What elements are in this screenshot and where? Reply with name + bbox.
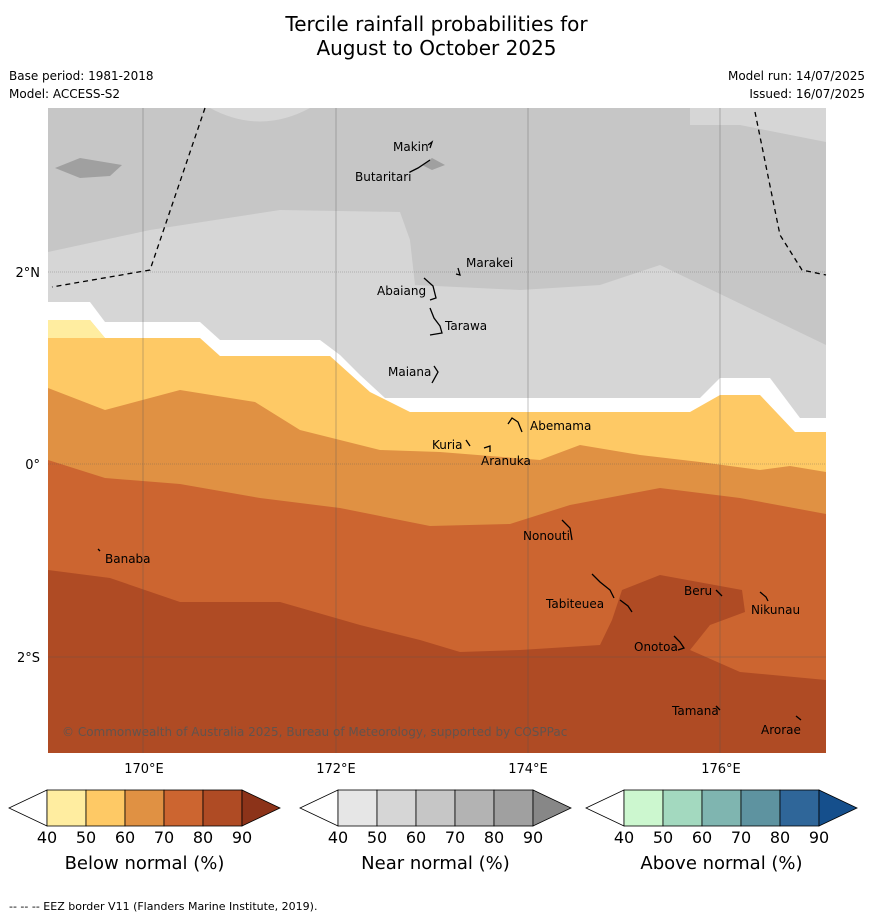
lat-label-0: 0°	[25, 458, 40, 473]
probability-field	[48, 108, 826, 753]
colorbar-tick-label: 70	[444, 828, 466, 847]
meta-right: Model run: 14/07/2025 Issued: 16/07/2025	[728, 67, 865, 103]
colorbar-segment	[415, 789, 456, 827]
island-label-maiana: Maiana	[388, 365, 431, 379]
island-label-nonouti: Nonouti	[523, 529, 570, 543]
title-line-2: August to October 2025	[316, 36, 557, 60]
island-label-makin: Makin	[393, 140, 429, 154]
colorbar-extend-high	[532, 789, 572, 827]
eez-footer-note: -- -- -- EEZ border V11 (Flanders Marine…	[9, 900, 318, 913]
colorbar-segment	[202, 789, 243, 827]
model-name: Model: ACCESS-S2	[9, 87, 121, 101]
island-label-abaiang: Abaiang	[377, 284, 426, 298]
lon-label-172e: 172°E	[316, 762, 356, 777]
colorbar-extend-low	[8, 789, 48, 827]
colorbar-extend-low	[299, 789, 339, 827]
colorbar-segment	[662, 789, 703, 827]
island-label-butaritari: Butaritari	[355, 170, 412, 184]
colorbar-tick-label: 40	[613, 828, 635, 847]
island-label-tabiteuea: Tabiteuea	[545, 597, 604, 611]
colorbar-tick-label: 50	[652, 828, 674, 847]
colorbar-segment	[623, 789, 664, 827]
colorbar-tick-label: 90	[808, 828, 830, 847]
colorbar-tick-label: 80	[483, 828, 505, 847]
colorbar-segment	[740, 789, 781, 827]
colorbar-segment	[701, 789, 742, 827]
island-label-tamana: Tamana	[671, 704, 719, 718]
colorbar-tick-label: 60	[114, 828, 136, 847]
colorbar-extend-high	[818, 789, 858, 827]
island-label-arorae: Arorae	[761, 723, 801, 737]
lat-label-2n: 2°N	[16, 266, 41, 281]
lon-label-176e: 176°E	[701, 762, 741, 777]
island-label-banaba: Banaba	[105, 552, 151, 566]
graticule	[48, 108, 826, 753]
colorbar-tick-label: 60	[691, 828, 713, 847]
island-label-beru: Beru	[684, 584, 712, 598]
colorbar-title: Below normal (%)	[64, 853, 225, 874]
colorbar-tick-label: 60	[405, 828, 427, 847]
colorbar-tick-label: 70	[153, 828, 175, 847]
island-label-aranuka: Aranuka	[481, 454, 531, 468]
colorbar-extend-high	[241, 789, 281, 827]
meta-left: Base period: 1981-2018 Model: ACCESS-S2	[9, 67, 154, 103]
map-title: Tercile rainfall probabilities for Augus…	[0, 12, 873, 60]
colorbar-title: Above normal (%)	[640, 853, 803, 874]
island-label-tarawa: Tarawa	[444, 319, 487, 333]
eez-border	[51, 107, 827, 288]
lon-label-174e: 174°E	[508, 762, 548, 777]
colorbar-tick-label: 80	[769, 828, 791, 847]
lon-label-170e: 170°E	[124, 762, 164, 777]
colorbar-tick-label: 50	[366, 828, 388, 847]
colorbar-extend-low	[585, 789, 625, 827]
colorbar-tick-label: 80	[192, 828, 214, 847]
colorbar-tick-label: 70	[730, 828, 752, 847]
island-shapes	[97, 140, 802, 721]
issued-date: Issued: 16/07/2025	[749, 87, 865, 101]
colorbar-title: Near normal (%)	[361, 853, 510, 874]
colorbar-segment	[46, 789, 87, 827]
colorbar-segment	[124, 789, 165, 827]
colorbar-tick-label: 40	[327, 828, 349, 847]
copyright-notice: © Commonwealth of Australia 2025, Bureau…	[62, 725, 567, 739]
island-label-kuria: Kuria	[432, 438, 463, 452]
colorbar-segment	[85, 789, 126, 827]
colorbar-tick-label: 90	[522, 828, 544, 847]
colorbar-segment	[163, 789, 204, 827]
colorbar-segment	[454, 789, 495, 827]
colorbar-tick-label: 90	[231, 828, 253, 847]
model-run: Model run: 14/07/2025	[727, 69, 865, 83]
colorbar-segment	[779, 789, 820, 827]
island-label-marakei: Marakei	[466, 256, 513, 270]
colorbar-tick-label: 50	[75, 828, 97, 847]
island-label-onotoa: Onotoa	[634, 640, 678, 654]
lat-label-2s: 2°S	[17, 651, 40, 666]
island-label-abemama: Abemama	[530, 419, 591, 433]
title-line-1: Tercile rainfall probabilities for	[285, 12, 588, 36]
colorbar-segment	[376, 789, 417, 827]
colorbar-segment	[493, 789, 534, 827]
island-label-nikunau: Nikunau	[751, 603, 800, 617]
base-period: Base period: 1981-2018	[9, 69, 154, 83]
colorbar-tick-label: 40	[36, 828, 58, 847]
colorbar-group	[8, 789, 858, 827]
colorbar-segment	[337, 789, 378, 827]
